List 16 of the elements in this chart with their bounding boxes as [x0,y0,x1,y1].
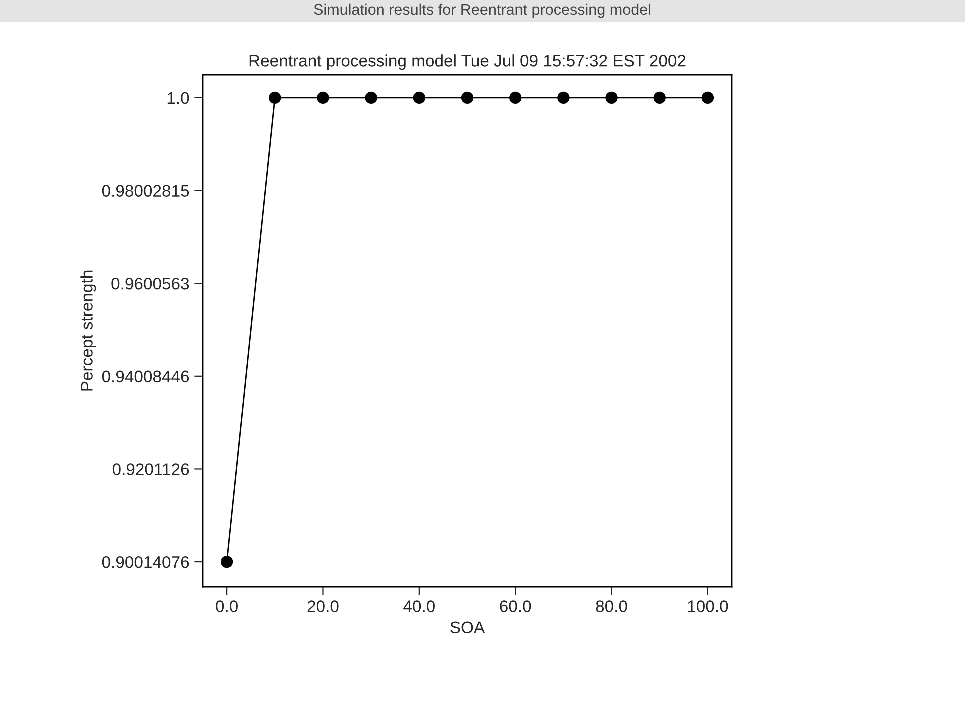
x-axis-title: SOA [450,622,486,634]
x-tick-label: 60.0 [500,600,532,612]
x-tick-label: 40.0 [404,600,435,612]
x-tick-label: 80.0 [596,600,628,612]
y-tick-label: 0.90014076 [102,556,190,568]
y-axis-title: Percept strength [80,270,96,391]
x-tick-label: 0.0 [216,600,238,612]
x-tick-label: 20.0 [308,600,339,612]
y-tick-label: 0.9600563 [112,278,190,290]
y-tick-label: 0.94008446 [102,370,190,383]
chart-title: Simulation results for Reentrant processing model [314,4,650,18]
y-tick-label: 1.0 [168,92,190,104]
y-tick-label: 0.98002815 [102,185,190,197]
y-tick-label: 0.9201126 [112,464,190,476]
x-tick-label: 100.0 [688,600,728,612]
chart-subtitle: Reentrant processing model Tue Jul 09 15:57:32 EST 2002 [250,54,686,70]
